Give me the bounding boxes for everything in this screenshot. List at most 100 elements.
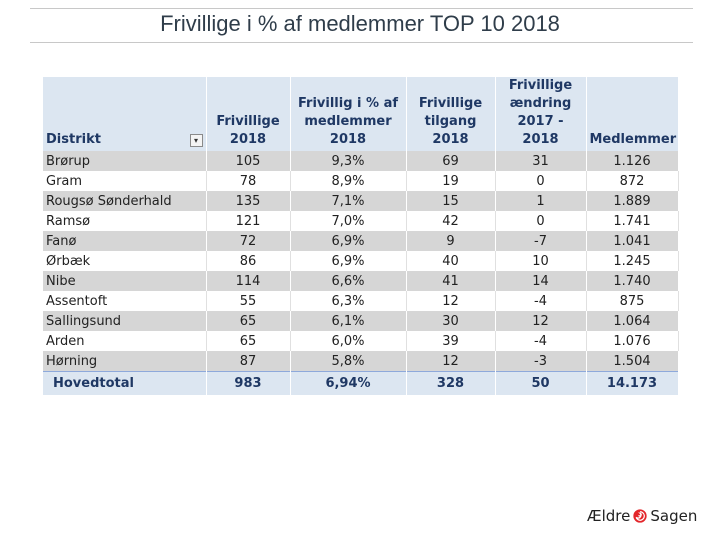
value-cell: 1.076 — [586, 331, 679, 351]
value-cell: 41 — [406, 271, 496, 291]
value-cell: 9 — [406, 231, 496, 251]
table-row: Ørbæk 86 6,9% 40 10 1.245 — [43, 251, 679, 271]
table-row: Brørup 105 9,3% 69 31 1.126 — [43, 151, 679, 171]
column-header-line: Frivillige — [508, 78, 573, 93]
top-rule — [30, 8, 693, 9]
value-cell: 6,0% — [290, 331, 407, 351]
district-cell: Gram — [43, 171, 207, 191]
column-header-line: Frivillige — [216, 114, 280, 129]
value-cell: 1.504 — [586, 351, 679, 372]
value-cell: 6,9% — [290, 251, 407, 271]
district-cell: Brørup — [43, 151, 207, 171]
district-cell: Arden — [43, 331, 207, 351]
value-cell: 1.245 — [586, 251, 679, 271]
column-header-0: Distrikt ▾ — [43, 77, 207, 151]
title-underline — [30, 42, 693, 43]
column-header-3: Frivillige tilgang 2018 — [406, 77, 496, 151]
data-table-container: Distrikt ▾ Frivillige 2018 Frivillig i % af m… — [43, 77, 679, 395]
value-cell: 12 — [406, 351, 496, 372]
value-cell: 65 — [206, 311, 291, 331]
value-cell: 6,9% — [290, 231, 407, 251]
value-cell: 65 — [206, 331, 291, 351]
value-cell: 875 — [586, 291, 679, 311]
value-cell: 114 — [206, 271, 291, 291]
column-header-line: Frivillig i % af — [297, 96, 398, 111]
value-cell: 42 — [406, 211, 496, 231]
column-header-line: Medlemmer — [589, 132, 677, 147]
table-row: Assentoft 55 6,3% 12 -4 875 — [43, 291, 679, 311]
value-cell: 9,3% — [290, 151, 407, 171]
column-header-line: Frivillige — [418, 96, 483, 111]
filter-dropdown-icon[interactable]: ▾ — [189, 134, 203, 147]
page-title: Frivillige i % af medlemmer TOP 10 2018 — [160, 11, 560, 36]
total-value-cell: 50 — [495, 371, 587, 395]
value-cell: 69 — [406, 151, 496, 171]
district-cell: Fanø — [43, 231, 207, 251]
value-cell: 105 — [206, 151, 291, 171]
table-row: Arden 65 6,0% 39 -4 1.076 — [43, 331, 679, 351]
value-cell: 0 — [495, 171, 587, 191]
value-cell: 1.126 — [586, 151, 679, 171]
value-cell: 30 — [406, 311, 496, 331]
value-cell: 31 — [495, 151, 587, 171]
column-header-line: 2017 - 2018 — [517, 114, 564, 147]
column-header-5: Medlemmer — [586, 77, 679, 151]
value-cell: 5,8% — [290, 351, 407, 372]
value-cell: -4 — [495, 291, 587, 311]
table-body: Brørup 105 9,3% 69 31 1.126 Gram 78 8,9% 19 0 872 Ro… — [43, 151, 679, 372]
value-cell: 135 — [206, 191, 291, 211]
value-cell: 6,6% — [290, 271, 407, 291]
column-header-line: 2018 — [329, 132, 367, 147]
value-cell: 15 — [406, 191, 496, 211]
value-cell: 6,3% — [290, 291, 407, 311]
value-cell: 87 — [206, 351, 291, 372]
value-cell: 12 — [406, 291, 496, 311]
value-cell: 6,1% — [290, 311, 407, 331]
total-value-cell: 6,94% — [290, 371, 407, 395]
value-cell: 1.064 — [586, 311, 679, 331]
value-cell: 1.041 — [586, 231, 679, 251]
total-value-cell: 14.173 — [586, 371, 679, 395]
value-cell: 7,1% — [290, 191, 407, 211]
value-cell: -7 — [495, 231, 587, 251]
value-cell: -4 — [495, 331, 587, 351]
district-cell: Rougsø Sønderhald — [43, 191, 207, 211]
district-cell: Sallingsund — [43, 311, 207, 331]
value-cell: 40 — [406, 251, 496, 271]
column-header-line: tilgang 2018 — [424, 114, 477, 147]
value-cell: 12 — [495, 311, 587, 331]
table-row: Gram 78 8,9% 19 0 872 — [43, 171, 679, 191]
value-cell: 39 — [406, 331, 496, 351]
table-row: Nibe 114 6,6% 41 14 1.740 — [43, 271, 679, 291]
volunteers-table: Distrikt ▾ Frivillige 2018 Frivillig i % af m… — [43, 77, 679, 395]
aeldre-sagen-logo: Ældre Sagen — [587, 504, 697, 528]
value-cell: 7,0% — [290, 211, 407, 231]
value-cell: 1.741 — [586, 211, 679, 231]
value-cell: 872 — [586, 171, 679, 191]
value-cell: 1.889 — [586, 191, 679, 211]
value-cell: 55 — [206, 291, 291, 311]
table-row: Hørning 87 5,8% 12 -3 1.504 — [43, 351, 679, 372]
value-cell: 86 — [206, 251, 291, 271]
district-cell: Hørning — [43, 351, 207, 372]
value-cell: 0 — [495, 211, 587, 231]
total-value-cell: 328 — [406, 371, 496, 395]
value-cell: 8,9% — [290, 171, 407, 191]
district-cell: Assentoft — [43, 291, 207, 311]
column-header-line: ændring — [509, 96, 572, 111]
value-cell: 10 — [495, 251, 587, 271]
district-cell: Ramsø — [43, 211, 207, 231]
district-cell: Nibe — [43, 271, 207, 291]
column-header-line: 2018 — [229, 132, 267, 147]
table-row: Fanø 72 6,9% 9 -7 1.041 — [43, 231, 679, 251]
value-cell: 19 — [406, 171, 496, 191]
value-cell: 14 — [495, 271, 587, 291]
value-cell: 72 — [206, 231, 291, 251]
column-header-4: Frivillige ændring 2017 - 2018 — [495, 77, 587, 151]
table-row: Sallingsund 65 6,1% 30 12 1.064 — [43, 311, 679, 331]
column-header-line: medlemmer — [304, 114, 392, 129]
value-cell: 121 — [206, 211, 291, 231]
value-cell: 78 — [206, 171, 291, 191]
spiral-logo-icon — [633, 509, 648, 523]
logo-right-text: Sagen — [650, 507, 698, 525]
